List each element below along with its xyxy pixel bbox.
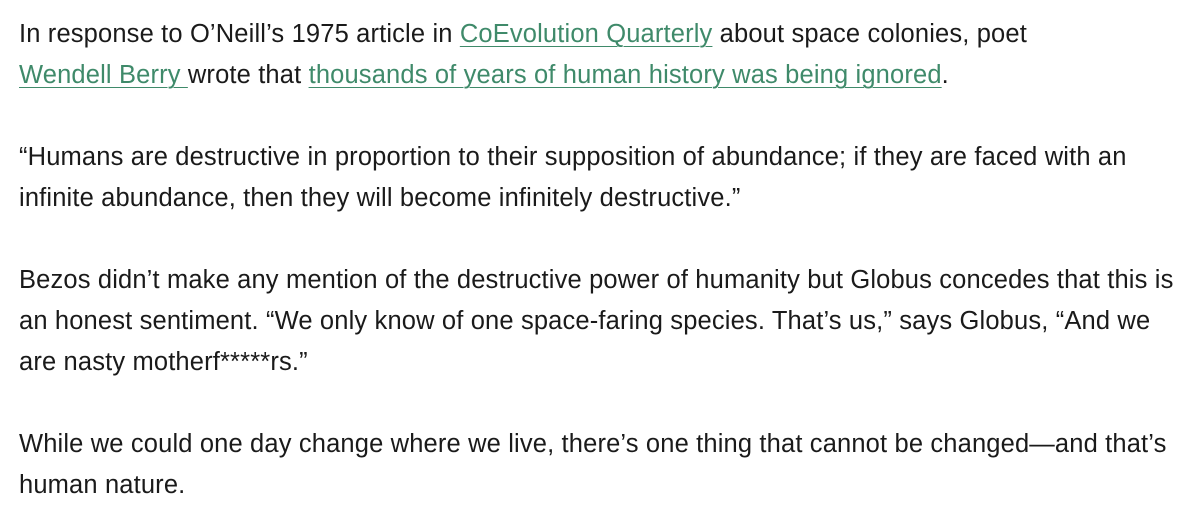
paragraph-human-nature: While we could one day change where we l… [19, 430, 1167, 499]
link-coevolution-quarterly[interactable]: CoEvolution Quarterly [459, 20, 713, 48]
link-wendell-berry[interactable]: Wendell Berry [19, 61, 188, 89]
paragraph-bezos-globus: Bezos didn’t make any mention of the des… [19, 266, 1174, 376]
article-body: In response to O’Neill’s 1975 article in… [19, 14, 1189, 506]
paragraph-berry-quote: “Humans are destructive in proportion to… [19, 143, 1127, 212]
p1-text-1: In response to O’Neill’s 1975 article in [19, 20, 460, 48]
paragraph-berry-response: In response to O’Neill’s 1975 article in… [19, 14, 1189, 96]
p1-text-4: . [941, 61, 949, 89]
p1-text-3: wrote that [187, 61, 309, 89]
link-human-history-ignored[interactable]: thousands of years of human history was … [308, 61, 942, 89]
p1-text-2: about space colonies, poet [712, 20, 1027, 48]
